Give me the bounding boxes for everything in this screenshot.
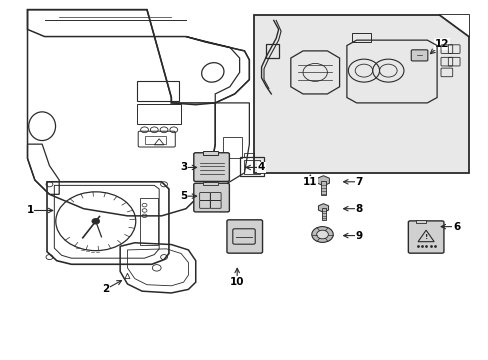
Bar [203, 151, 217, 155]
Bar [140, 198, 158, 244]
Text: 3: 3 [180, 162, 187, 172]
Bar [203, 182, 217, 185]
FancyBboxPatch shape [193, 153, 229, 181]
Text: 2: 2 [102, 284, 109, 294]
FancyBboxPatch shape [226, 220, 262, 253]
Bar [321, 181, 325, 195]
Text: !: ! [424, 234, 427, 240]
Text: 12: 12 [434, 39, 448, 49]
Bar [144, 136, 166, 144]
Bar [254, 15, 468, 173]
Bar [351, 33, 370, 42]
Bar [243, 160, 260, 174]
Circle shape [92, 219, 100, 224]
Bar [137, 81, 178, 101]
Circle shape [311, 226, 332, 242]
Text: 1: 1 [26, 206, 34, 216]
Text: 6: 6 [452, 222, 459, 231]
Bar [415, 220, 425, 223]
Polygon shape [439, 15, 468, 37]
Text: 5: 5 [180, 191, 187, 201]
Text: 11: 11 [303, 177, 317, 187]
FancyBboxPatch shape [410, 50, 427, 61]
Text: 4: 4 [257, 162, 264, 172]
Bar [244, 153, 254, 157]
Bar [137, 104, 181, 125]
Text: 8: 8 [355, 204, 362, 214]
Bar [239, 157, 264, 176]
Text: 7: 7 [355, 177, 362, 187]
Text: 10: 10 [229, 277, 244, 287]
Circle shape [316, 230, 328, 239]
FancyBboxPatch shape [193, 183, 229, 212]
Bar [266, 44, 278, 58]
FancyBboxPatch shape [407, 221, 443, 253]
Bar [222, 137, 242, 158]
Text: 9: 9 [355, 231, 362, 240]
Bar [321, 208, 325, 220]
